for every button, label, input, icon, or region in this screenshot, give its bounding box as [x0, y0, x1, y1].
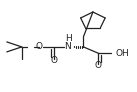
Text: H: H	[65, 34, 72, 43]
Text: O: O	[95, 61, 102, 70]
Text: O: O	[50, 56, 57, 65]
Text: N: N	[64, 42, 71, 51]
Text: O: O	[36, 42, 43, 51]
Text: OH: OH	[115, 49, 129, 58]
